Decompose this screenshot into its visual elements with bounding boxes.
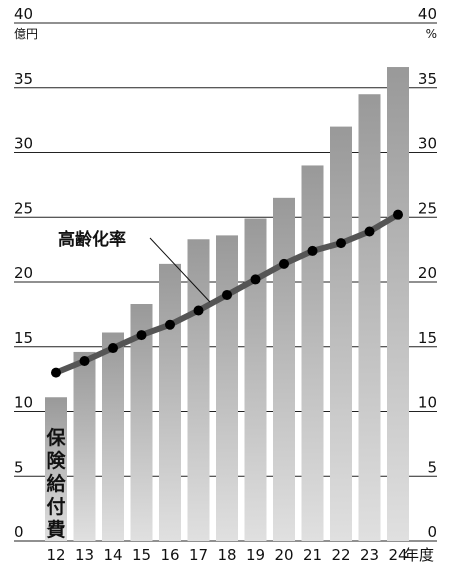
y-left-unit: 億円 <box>14 27 38 41</box>
x-tick: 19 <box>246 546 265 564</box>
line-point <box>193 305 204 316</box>
line-series <box>51 209 403 378</box>
y-right-tick: 5 <box>427 458 437 476</box>
line-point <box>51 367 61 378</box>
x-tick: 23 <box>360 546 379 564</box>
bars <box>45 67 409 542</box>
x-tick: 16 <box>160 546 179 564</box>
bar <box>330 126 352 541</box>
tick-labels: 0 0 5 5 10 10 15 15 20 20 25 25 30 30 35 35 40 40 12 13 14 15… <box>14 5 437 564</box>
x-tick: 15 <box>132 546 151 564</box>
y-left-tick: 30 <box>14 135 33 153</box>
x-tick: 20 <box>274 546 293 564</box>
x-tick: 12 <box>46 546 65 564</box>
bar <box>102 332 124 541</box>
bar <box>273 197 295 541</box>
y-right-tick: 20 <box>418 264 437 282</box>
line-point <box>165 319 175 330</box>
bar <box>45 397 67 541</box>
y-left-tick: 10 <box>14 394 33 412</box>
y-right-tick: 30 <box>418 135 437 153</box>
y-right-tick: 40 <box>418 5 437 23</box>
line-series-annotation: 高齢化率 <box>58 229 211 303</box>
line-point <box>307 245 318 256</box>
y-left-tick: 0 <box>14 523 24 541</box>
line-series-leader <box>149 237 211 303</box>
line-series-label: 高齢化率 <box>58 229 126 250</box>
y-left-tick: 35 <box>14 70 33 88</box>
bar <box>244 218 267 542</box>
y-right-tick: 15 <box>418 329 437 347</box>
x-axis-unit: 年度 <box>404 546 434 564</box>
line-point <box>108 343 118 354</box>
x-tick: 18 <box>217 546 236 564</box>
bar <box>130 304 153 541</box>
line-point <box>222 289 232 300</box>
x-tick: 14 <box>103 546 122 564</box>
line-point <box>393 209 403 220</box>
bar <box>216 235 238 541</box>
line-point <box>79 355 90 366</box>
line-point <box>364 226 375 237</box>
bar <box>301 165 324 541</box>
bar-series-label: 保険給付費 <box>45 426 66 541</box>
x-tick: 17 <box>189 546 208 564</box>
y-right-tick: 35 <box>418 70 437 88</box>
bar <box>73 351 96 541</box>
y-right-tick: 10 <box>418 394 437 412</box>
bar <box>187 239 210 541</box>
bar <box>387 67 409 541</box>
y-left-tick: 15 <box>14 329 33 347</box>
line-point <box>279 258 289 269</box>
line-point <box>136 330 147 341</box>
line-point <box>250 274 261 285</box>
x-tick: 24 <box>388 546 407 564</box>
y-left-tick: 25 <box>14 199 33 217</box>
y-right-tick: 0 <box>427 523 437 541</box>
bar <box>358 94 381 541</box>
y-right-tick: 25 <box>418 199 437 217</box>
y-left-tick: 5 <box>14 458 24 476</box>
y-right-unit: % <box>426 27 437 41</box>
x-tick: 21 <box>303 546 322 564</box>
y-left-tick: 40 <box>14 5 33 23</box>
bar <box>159 263 181 541</box>
y-left-tick: 20 <box>14 264 33 282</box>
line-point <box>336 238 346 249</box>
x-tick: 22 <box>331 546 350 564</box>
x-tick: 13 <box>75 546 94 564</box>
